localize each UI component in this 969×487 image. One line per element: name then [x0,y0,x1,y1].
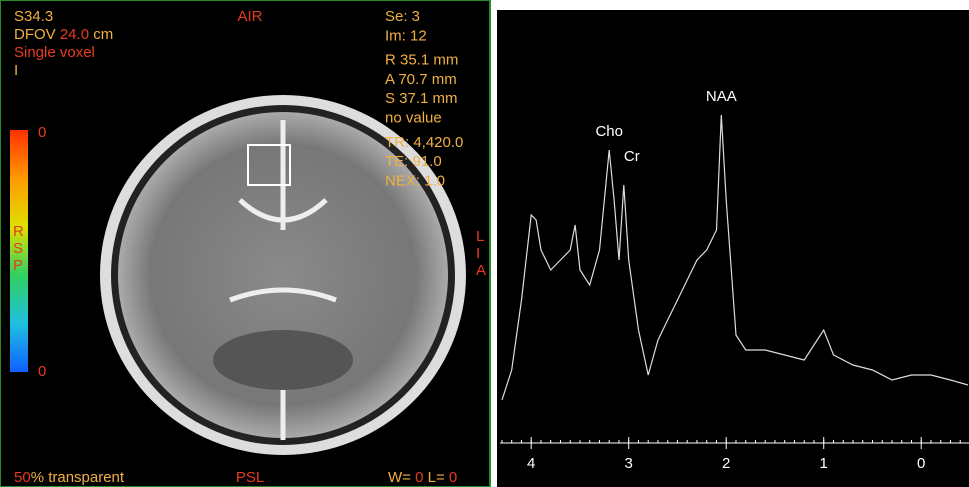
voxel-box [247,144,291,186]
transparency-label: % transparent [31,469,125,486]
x-tick-label: 2 [722,455,730,472]
info-line: TR: 4,420.0 [385,134,463,151]
side-label: R [13,223,24,240]
side-label: I [476,245,480,262]
info-line: TE: 91.0 [385,153,442,170]
colorbar [10,130,28,372]
x-tick-label: 0 [917,455,925,472]
ventricles [229,120,337,440]
l-value: 0 [449,469,457,486]
info-line: Se: 3 [385,8,420,25]
spectrum-panel [497,10,969,487]
colorbar-max: 0 [38,124,46,141]
colorbar-min: 0 [38,363,46,380]
info-line: R 35.1 mm [385,52,458,69]
x-tick-label: 3 [625,455,633,472]
top-center: AIR [237,8,262,25]
cerebellum [213,330,353,390]
peak-label: NAA [706,88,737,105]
transparency: 50% transparent [14,469,125,486]
peak-label: Cho [595,123,623,140]
side-label: P [13,257,23,274]
x-tick-label: 1 [820,455,828,472]
side-label: A [476,262,486,279]
window-level: W= 0 L= 0 [388,469,457,486]
brain [118,112,448,438]
info-line: NEX: 1.0 [385,172,445,189]
series: S34.3 [14,8,53,25]
l-label: L= [428,469,445,486]
info-line: A 70.7 mm [385,71,457,88]
orientation: I [14,62,18,79]
mode: Single voxel [14,44,95,61]
peak-label: Cr [624,148,640,165]
side-label: L [476,228,484,245]
x-tick-label: 4 [527,455,535,472]
dfov-value: 24.0 [60,26,89,43]
side-label: S [13,240,23,257]
info-line: S 37.1 mm [385,90,458,107]
dfov-label: DFOV [14,26,56,43]
w-value: 0 [415,469,423,486]
info-line: no value [385,109,442,126]
transparency-value: 50 [14,469,31,486]
spectrum-line [501,114,969,401]
dfov: DFOV 24.0 cm [14,26,113,43]
dfov-unit: cm [93,26,113,43]
w-label: W= [388,469,411,486]
info-line: Im: 12 [385,27,427,44]
bottom-center: PSL [236,469,264,486]
